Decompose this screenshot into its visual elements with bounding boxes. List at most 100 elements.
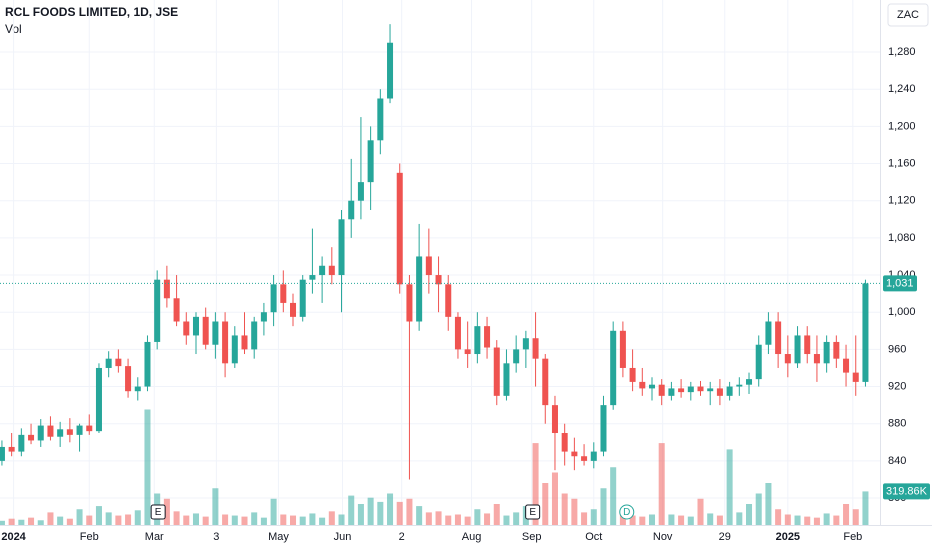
volume-bar [454,514,461,525]
candle-body [590,451,597,461]
candle-body [862,283,869,382]
y-tick-label: 1,280 [888,46,916,58]
candle-body [163,279,170,299]
volume-bar [95,506,102,525]
candle-body [804,335,811,355]
y-tick-label: 920 [888,380,906,392]
volume-bar [474,509,481,525]
volume-bar [755,493,762,525]
x-tick-label: 2024 [1,531,26,543]
chart-title: RCL FOODS LIMITED, 1D, JSE [5,5,178,19]
x-tick-label: 2025 [776,531,800,543]
volume-bar [309,513,316,525]
volume-bar [396,501,403,525]
volume-bar [833,515,840,525]
event-label: E [155,507,162,518]
volume-bar [387,493,394,525]
candle-body [823,341,830,364]
y-tick-label: 1,240 [888,83,916,95]
volume-bar [76,509,83,525]
volume-bar [746,504,753,525]
candle-body [260,312,267,322]
candle-body [125,366,132,392]
candle-body [542,358,549,406]
candle-body [648,384,656,389]
volume-bar [551,472,558,525]
candle-body [251,321,258,350]
volume-bar [697,498,704,525]
x-tick-label: 29 [719,531,731,543]
candle-body [105,358,112,368]
candle-body [154,279,161,342]
last-volume-box [883,483,930,500]
candle-body [367,140,374,183]
candle-body [736,384,743,387]
currency[interactable]: ZAC [897,9,919,21]
candle-body [192,316,199,336]
volume-bar [192,513,199,525]
volume-bar [600,488,607,525]
volume-bar [687,516,694,525]
candle-body [435,275,442,285]
volume-bar [328,511,335,525]
candle-body [522,338,529,350]
candle-body [357,182,364,201]
candle-body [561,433,568,452]
x-tick-label: 3 [213,531,219,543]
volume-bar [716,515,723,525]
candle-body [348,200,355,220]
volume-bar [183,515,190,525]
volume-bar [105,512,112,525]
candle-body [454,316,461,350]
candle-body [687,386,694,393]
candle-body [231,335,238,364]
volume-bar [231,515,238,525]
volume-bar [813,517,820,525]
volume-bar [86,515,93,525]
volume-bar [270,498,277,525]
candle-body [784,354,791,364]
volume-bar [823,513,830,525]
candle-body [328,265,335,276]
candle-body [76,425,83,435]
volume-bar [115,515,122,525]
volume-bar [338,514,345,525]
candle-body [852,372,859,382]
candle-body [775,321,782,355]
volume-bar [28,517,35,525]
currency-box[interactable] [887,3,929,27]
candle-body [726,386,733,396]
candle-body [8,446,15,452]
candle-body [144,341,151,387]
candle-body [28,434,35,441]
candle-body [678,388,685,393]
candle-body [319,265,326,276]
volume-bar [464,516,471,525]
x-tick-label: Nov [653,531,673,543]
volume-bar [639,516,646,525]
volume-bar [484,513,491,525]
candle-body [183,321,190,336]
candle-body [755,344,762,380]
volume-bar [513,512,520,525]
event-label: E [529,507,536,518]
y-tick-label: 1,000 [888,306,916,318]
candle-body [134,386,141,392]
candle-body [813,354,820,364]
volume-bar [144,409,151,525]
x-tick-label: Feb [80,531,99,543]
candle-body [532,338,539,359]
x-tick-label: May [268,531,289,543]
candle-body [396,172,403,285]
volume-bar [435,511,442,525]
candle-body [202,316,209,345]
volume-bar [542,483,549,525]
volume-bar [648,514,656,525]
candle-body [493,347,500,396]
volume-bar [66,518,73,525]
volume-bar [173,511,180,525]
volume-bar [794,515,801,525]
volume-bar [163,498,170,525]
candle-body [290,302,297,317]
candle-body [668,388,675,396]
